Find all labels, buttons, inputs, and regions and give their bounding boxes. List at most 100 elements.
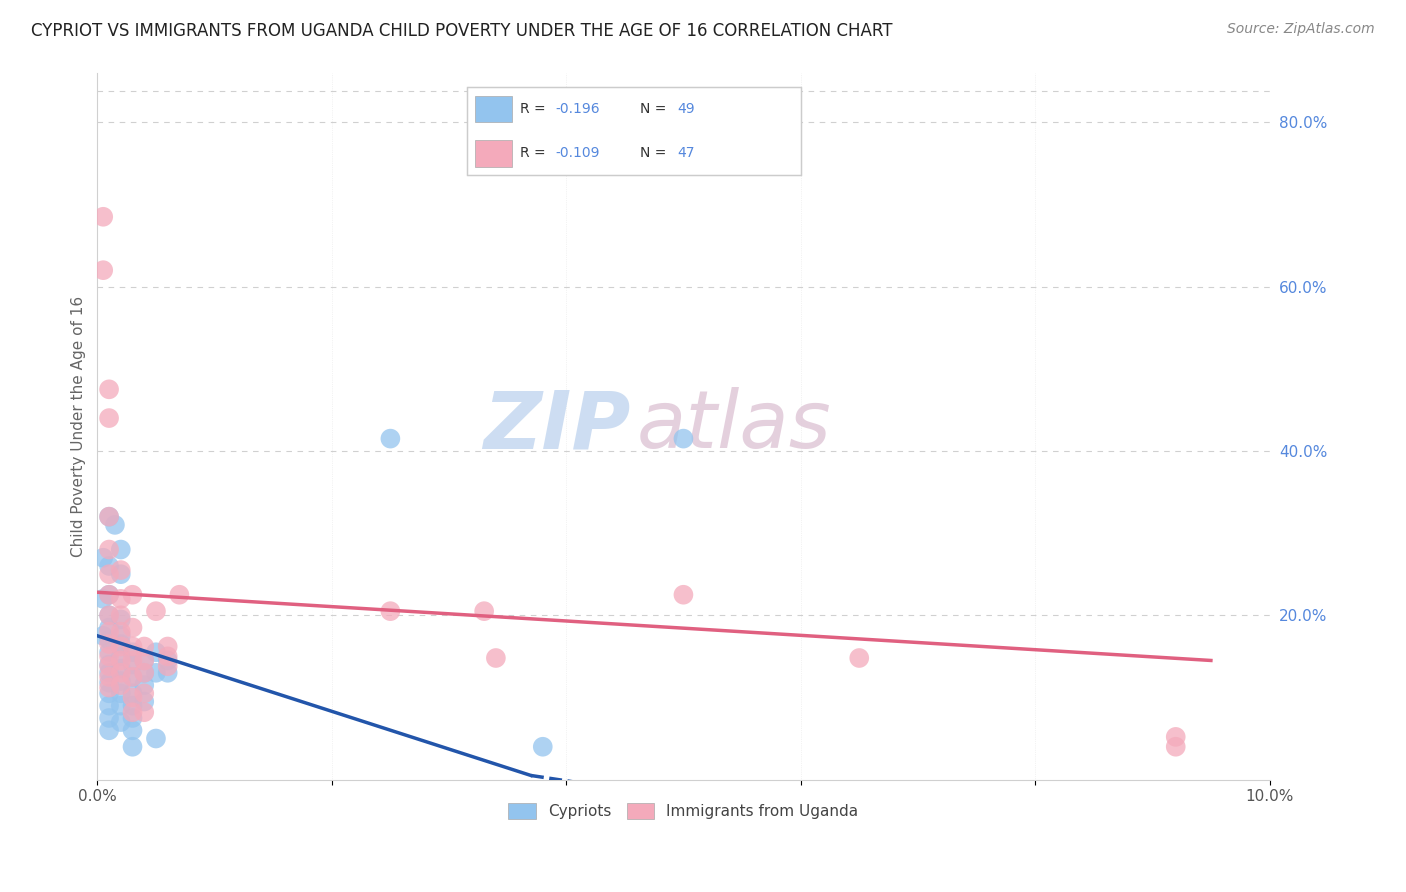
Point — [110, 567, 132, 582]
Point — [98, 675, 121, 690]
Point — [98, 608, 121, 623]
Point — [380, 432, 402, 446]
Point — [121, 723, 143, 738]
Point — [110, 665, 132, 680]
Point — [121, 653, 143, 667]
Point — [156, 653, 179, 667]
Point — [380, 604, 402, 618]
Point — [1164, 739, 1187, 754]
Text: Source: ZipAtlas.com: Source: ZipAtlas.com — [1227, 22, 1375, 37]
Point — [121, 698, 143, 713]
Point — [91, 210, 114, 224]
Point — [110, 698, 132, 713]
Point — [134, 665, 156, 680]
Point — [98, 698, 121, 713]
Point — [121, 670, 143, 684]
Point — [91, 591, 114, 606]
Point — [121, 690, 143, 705]
Point — [98, 382, 121, 396]
Point — [98, 588, 121, 602]
Point — [121, 621, 143, 635]
Point — [110, 563, 132, 577]
Point — [531, 739, 554, 754]
Point — [156, 659, 179, 673]
Point — [121, 588, 143, 602]
Point — [98, 659, 121, 673]
Text: CYPRIOT VS IMMIGRANTS FROM UGANDA CHILD POVERTY UNDER THE AGE OF 16 CORRELATION : CYPRIOT VS IMMIGRANTS FROM UGANDA CHILD … — [31, 22, 893, 40]
Point — [145, 731, 167, 746]
Point — [98, 649, 121, 664]
Point — [472, 604, 495, 618]
Point — [98, 509, 121, 524]
Point — [110, 686, 132, 700]
Point — [98, 509, 121, 524]
Legend: Cypriots, Immigrants from Uganda: Cypriots, Immigrants from Uganda — [502, 797, 865, 825]
Text: ZIP: ZIP — [484, 387, 631, 466]
Point — [121, 686, 143, 700]
Point — [121, 645, 143, 659]
Point — [91, 550, 114, 565]
Point — [121, 711, 143, 725]
Point — [110, 673, 132, 688]
Point — [134, 678, 156, 692]
Point — [91, 263, 114, 277]
Point — [110, 629, 132, 643]
Point — [134, 640, 156, 654]
Point — [485, 651, 508, 665]
Point — [104, 517, 127, 532]
Point — [134, 653, 156, 667]
Point — [156, 665, 179, 680]
Point — [110, 637, 132, 651]
Point — [98, 657, 121, 672]
Point — [98, 411, 121, 425]
Point — [672, 432, 695, 446]
Point — [672, 588, 695, 602]
Point — [98, 559, 121, 574]
Point — [134, 653, 156, 667]
Y-axis label: Child Poverty Under the Age of 16: Child Poverty Under the Age of 16 — [72, 296, 86, 557]
Point — [98, 723, 121, 738]
Point — [134, 705, 156, 719]
Point — [98, 670, 121, 684]
Point — [121, 670, 143, 684]
Point — [1164, 730, 1187, 744]
Point — [110, 649, 132, 664]
Point — [98, 665, 121, 680]
Point — [98, 542, 121, 557]
Point — [98, 681, 121, 695]
Point — [134, 686, 156, 700]
Point — [98, 624, 121, 639]
Point — [848, 651, 870, 665]
Point — [145, 604, 167, 618]
Point — [110, 640, 132, 654]
Point — [145, 645, 167, 659]
Point — [121, 705, 143, 719]
Point — [110, 678, 132, 692]
Point — [98, 711, 121, 725]
Point — [121, 657, 143, 672]
Point — [145, 665, 167, 680]
Point — [110, 662, 132, 676]
Point — [98, 588, 121, 602]
Point — [110, 608, 132, 623]
Point — [156, 649, 179, 664]
Point — [98, 645, 121, 659]
Point — [98, 621, 121, 635]
Point — [98, 686, 121, 700]
Point — [134, 665, 156, 680]
Point — [121, 640, 143, 654]
Point — [110, 715, 132, 730]
Point — [169, 588, 191, 602]
Point — [98, 567, 121, 582]
Point — [156, 640, 179, 654]
Point — [110, 591, 132, 606]
Point — [110, 624, 132, 639]
Text: atlas: atlas — [637, 387, 831, 466]
Point — [98, 637, 121, 651]
Point — [110, 612, 132, 626]
Point — [98, 632, 121, 647]
Point — [98, 608, 121, 623]
Point — [121, 739, 143, 754]
Point — [110, 653, 132, 667]
Point — [134, 694, 156, 708]
